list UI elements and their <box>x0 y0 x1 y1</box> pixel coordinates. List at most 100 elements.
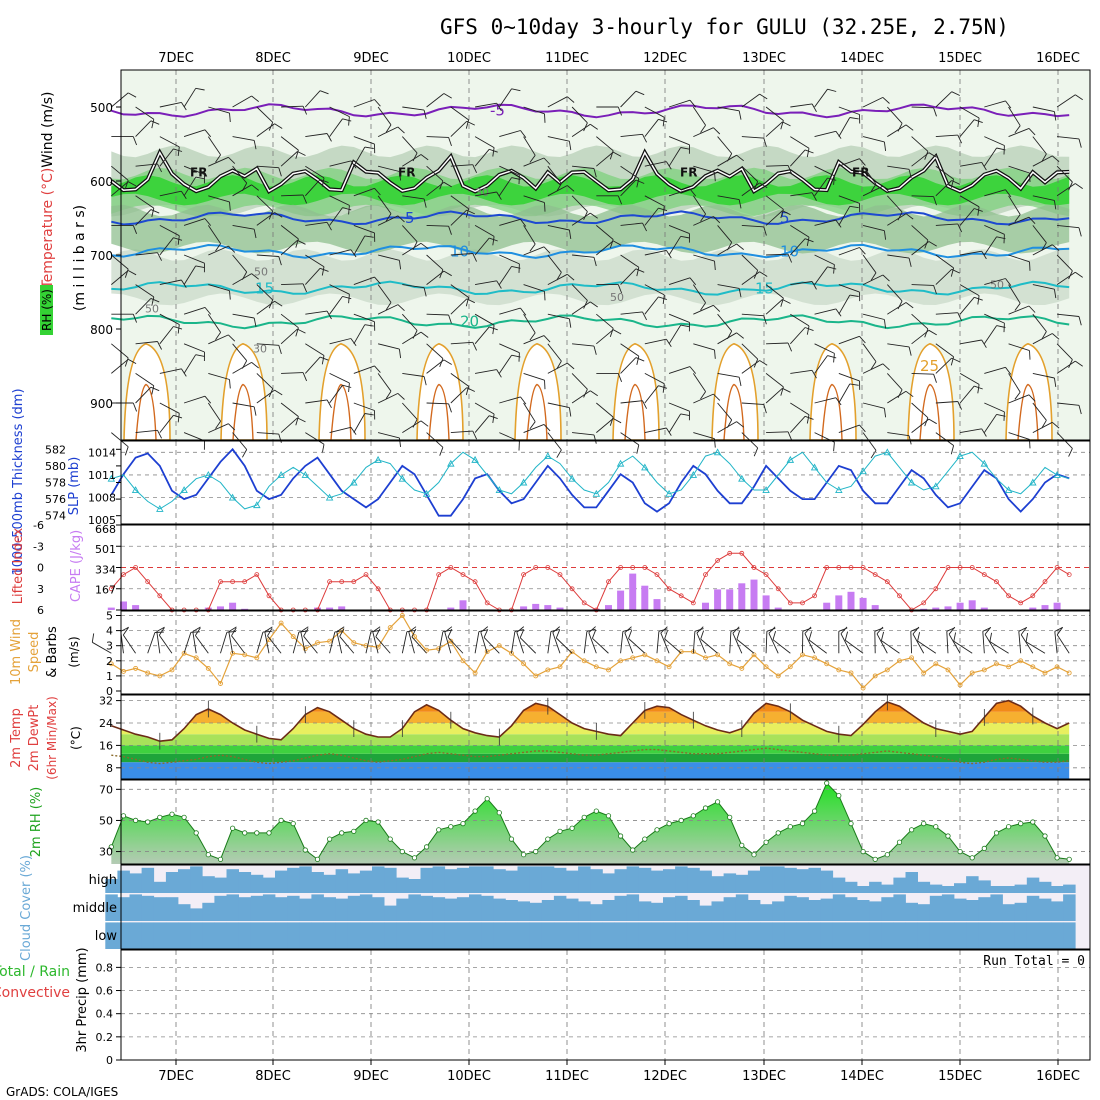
sounding-wind-barb <box>790 402 810 416</box>
cloud-cell-low <box>323 922 336 949</box>
sounding-wind-barb-flag <box>348 205 350 215</box>
isotherm-25-cell <box>907 342 955 441</box>
sounding-wind-barb-flag <box>666 427 672 436</box>
rh-marker <box>739 842 745 848</box>
sounding-wind-barb <box>935 268 953 285</box>
sounding-wind-barb-flag <box>806 325 810 335</box>
slp-tick-label: 1011 <box>88 469 116 482</box>
sounding-wind-barb-flag <box>977 206 980 216</box>
wind-speed-marker <box>521 661 527 667</box>
sounding-wind-barb <box>1032 421 1053 433</box>
cape-bar <box>641 585 649 610</box>
lifted-index-line <box>110 552 1070 611</box>
rh-marker <box>702 805 709 811</box>
cloud-cell-middle <box>747 900 761 921</box>
sounding-wind-barb-flag <box>617 195 623 205</box>
sounding-wind-barb-flag <box>253 317 257 327</box>
cloud-cell-middle <box>820 898 834 921</box>
sounding-wind-barb <box>111 432 129 448</box>
sounding-wind-barb-flag <box>253 140 257 150</box>
sounding-wind-barb <box>741 360 760 374</box>
sounding-wind-barb-flag <box>662 117 665 127</box>
sounding-wind-barb-flag <box>662 383 665 393</box>
sounding-wind-barb-flag <box>849 383 859 386</box>
rh-marker <box>533 848 539 855</box>
isotherm-25-cell <box>809 342 857 441</box>
wind-barb <box>768 633 779 654</box>
sounding-wind-barb-flag <box>319 267 329 272</box>
wind-barb <box>1025 641 1046 654</box>
slp-marker <box>156 504 164 512</box>
sounding-wind-barb <box>329 249 352 256</box>
footer-credit: GrADS: COLA/IGES <box>6 1085 118 1099</box>
sounding-wind-barb <box>232 95 252 108</box>
rh-marker <box>508 836 515 842</box>
wind-barb <box>444 631 452 654</box>
sounding-wind-barb-flag <box>151 296 155 306</box>
cloud-cell-low <box>432 922 446 949</box>
cloud-cell-high <box>1038 881 1052 893</box>
sounding-wind-barb-flag <box>658 207 668 212</box>
wind-barb-flag <box>736 630 741 640</box>
sounding-wind-barb <box>1056 271 1076 285</box>
cloud-cell-middle <box>1051 901 1064 921</box>
sounding-wind-barb <box>862 274 884 286</box>
sounding-wind-barb-flag <box>448 226 452 235</box>
wind-barb <box>620 631 624 654</box>
sounding-wind-barb <box>765 195 784 210</box>
sounding-wind-barb-flag <box>397 393 405 400</box>
wind-barb <box>910 631 913 654</box>
sounding-wind-barb <box>693 393 714 404</box>
cloud-cell-high <box>396 877 409 893</box>
sounding-wind-barb <box>1008 373 1021 393</box>
sounding-wind-barb <box>984 402 1005 413</box>
sounding-wind-barb-flag <box>666 161 672 170</box>
x-tick-label-bottom: 14DEC <box>840 1069 884 1084</box>
wind-barb-flag <box>408 626 417 633</box>
sounding-wind-barb <box>814 130 837 138</box>
wind-barb-flag <box>480 626 489 633</box>
cloud-cell-middle <box>990 894 1003 921</box>
rh2m-ylabel: 2m RH (%) <box>29 787 44 858</box>
sounding-wind-barb-flag <box>666 250 672 259</box>
sounding-wind-barb <box>232 254 248 273</box>
sounding-wind-barb-flag <box>593 434 597 444</box>
sounding-wind-barb-flag <box>658 296 668 300</box>
sounding-wind-barb-flag <box>556 449 562 458</box>
wind-speed-marker <box>108 661 114 667</box>
sounding-wind-barb <box>911 284 934 286</box>
wind-barb <box>92 641 112 654</box>
cloud-cell-high <box>1014 884 1028 893</box>
sounding-wind-barb <box>401 313 418 331</box>
lifted-index-marker <box>921 600 927 606</box>
cloud-cell-middle <box>578 901 591 921</box>
sounding-wind-barb-flag <box>662 294 665 304</box>
cloud-cell-high <box>190 866 203 893</box>
rh-legend-swatch <box>40 285 53 335</box>
sounding-wind-barb-flag <box>928 241 937 247</box>
cloud-cell-middle <box>602 900 615 921</box>
sounding-wind-barb-flag <box>511 88 521 92</box>
wind-barb-flag <box>880 631 885 641</box>
sounding-wind-barb <box>911 313 929 330</box>
wind-barb-flag <box>844 631 849 641</box>
sounding-wind-barb <box>450 209 468 226</box>
sounding-wind-barb-flag <box>928 152 937 158</box>
sounding-wind-barb <box>620 400 643 404</box>
isotherm-line <box>111 314 1070 330</box>
wind-speed-marker <box>981 667 987 673</box>
wind-speed-marker <box>436 646 442 652</box>
wind-speed-marker <box>909 655 915 661</box>
wind-ylabel-1: 10m Wind <box>9 619 24 685</box>
wind-speed-marker <box>812 655 818 661</box>
wind-speed-marker <box>921 670 927 676</box>
sounding-wind-barb <box>377 304 399 315</box>
sounding-wind-barb <box>547 313 570 320</box>
sounding-wind-barb <box>1032 225 1047 243</box>
sounding-wind-barb-flag <box>173 237 183 241</box>
wind-speed-marker <box>1054 664 1060 670</box>
sounding-wind-barb <box>838 335 860 345</box>
cloud-cell-low <box>929 922 943 949</box>
wind-speed-marker <box>666 664 672 670</box>
